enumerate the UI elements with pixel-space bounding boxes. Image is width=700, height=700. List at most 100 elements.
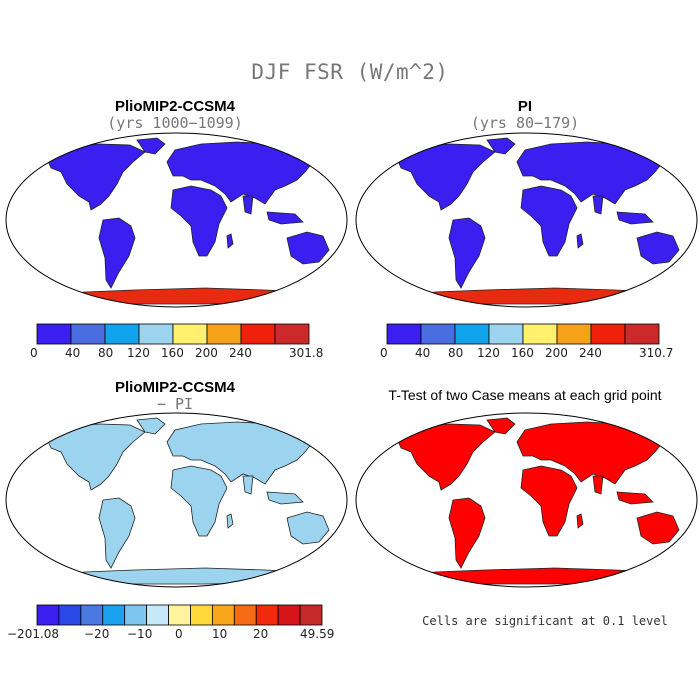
colorbar-swatch bbox=[70, 323, 106, 345]
continent-madagascar bbox=[226, 513, 234, 529]
continent-africa bbox=[170, 465, 228, 537]
map-land-group bbox=[43, 137, 340, 305]
colorbar-difference bbox=[36, 604, 323, 626]
colorbar-swatch bbox=[556, 323, 592, 345]
continent-india-asia-south bbox=[242, 475, 254, 495]
colorbar-swatch bbox=[138, 323, 174, 345]
colorbar-swatch bbox=[240, 323, 276, 345]
colorbar-pliomip2 bbox=[36, 323, 310, 345]
colorbar-swatch bbox=[206, 323, 242, 345]
map-border bbox=[355, 132, 698, 308]
continent-india-asia-south bbox=[592, 475, 604, 495]
panel-subtitle-pliomip2: (yrs 1000−1099) bbox=[107, 114, 243, 132]
colorbar-swatch bbox=[624, 323, 660, 345]
continent-australia bbox=[286, 511, 330, 545]
colorbar-label: 0 bbox=[30, 346, 38, 360]
map-land-group bbox=[43, 417, 340, 585]
colorbar-swatch bbox=[522, 323, 558, 345]
colorbar-swatch bbox=[274, 323, 310, 345]
colorbar-swatch bbox=[80, 604, 104, 626]
continent-indonesia bbox=[266, 491, 304, 505]
continent-north-america bbox=[394, 423, 496, 491]
continent-south-america bbox=[448, 497, 486, 569]
colorbar-label: −20 bbox=[84, 627, 110, 641]
colorbar-label: 240 bbox=[229, 346, 252, 360]
colorbar-label: 160 bbox=[161, 346, 184, 360]
map-pliomip2 bbox=[5, 132, 348, 308]
continent-south-america bbox=[448, 217, 486, 289]
colorbar-label: 200 bbox=[545, 346, 568, 360]
colorbar-label: 80 bbox=[98, 346, 114, 360]
continent-madagascar bbox=[576, 233, 584, 249]
colorbar-pi bbox=[386, 323, 660, 345]
continent-india-asia-south bbox=[592, 195, 604, 215]
continent-greenland bbox=[136, 417, 166, 435]
continent-africa bbox=[520, 185, 578, 257]
colorbar-swatch bbox=[233, 604, 257, 626]
panel-subtitle-pi: (yrs 80−179) bbox=[470, 114, 580, 132]
colorbar-label: 120 bbox=[127, 346, 150, 360]
panel-title-pliomip2: PlioMIP2-CCSM4 bbox=[114, 98, 235, 115]
colorbar-swatch bbox=[58, 604, 82, 626]
continent-south-america bbox=[98, 217, 136, 289]
colorbar-swatch bbox=[454, 323, 490, 345]
colorbar-label: 10 bbox=[212, 627, 228, 641]
colorbar-label: 240 bbox=[579, 346, 602, 360]
colorbar-label: 0 bbox=[175, 627, 183, 641]
colorbar-swatch bbox=[386, 323, 422, 345]
colorbar-swatch bbox=[102, 604, 126, 626]
colorbar-swatch bbox=[255, 604, 279, 626]
colorbar-swatch bbox=[146, 604, 169, 626]
colorbar-swatch bbox=[104, 323, 140, 345]
continent-africa bbox=[520, 465, 578, 537]
colorbar-swatch bbox=[190, 604, 213, 626]
colorbar-label: 160 bbox=[511, 346, 534, 360]
panel-subtitle-difference: − PI bbox=[156, 395, 194, 413]
continent-australia bbox=[286, 231, 330, 265]
map-difference bbox=[5, 412, 348, 588]
continent-new-zealand bbox=[682, 261, 690, 275]
colorbar-label: 40 bbox=[415, 346, 431, 360]
colorbar-swatch bbox=[124, 604, 148, 626]
continent-antarctica bbox=[393, 567, 675, 585]
colorbar-swatch bbox=[36, 604, 60, 626]
map-border bbox=[5, 412, 348, 588]
continent-indonesia bbox=[266, 211, 304, 225]
panel-title-difference: PlioMIP2-CCSM4 bbox=[114, 379, 235, 396]
continent-new-zealand bbox=[332, 261, 340, 275]
continent-south-america bbox=[98, 497, 136, 569]
continent-greenland bbox=[486, 417, 516, 435]
continent-australia bbox=[636, 231, 680, 265]
continent-indonesia bbox=[616, 211, 654, 225]
panel-title-pi: PI bbox=[517, 98, 533, 115]
map-land-group bbox=[393, 417, 690, 585]
colorbar-label: −10 bbox=[127, 627, 153, 641]
map-pi bbox=[355, 132, 698, 308]
continent-new-zealand bbox=[332, 541, 340, 555]
continent-antarctica bbox=[43, 567, 325, 585]
continent-greenland bbox=[486, 137, 516, 155]
colorbar-label: 200 bbox=[195, 346, 218, 360]
colorbar-label: 0 bbox=[380, 346, 388, 360]
continent-north-america bbox=[44, 143, 146, 211]
colorbar-label: 20 bbox=[253, 627, 269, 641]
colorbar-label: 301.8 bbox=[289, 346, 324, 360]
map-land-group bbox=[393, 137, 690, 305]
continent-madagascar bbox=[226, 233, 234, 249]
map-border bbox=[355, 412, 698, 588]
map-ttest bbox=[355, 412, 698, 588]
significance-note: Cells are significant at 0.1 level bbox=[422, 614, 668, 628]
continent-india-asia-south bbox=[242, 195, 254, 215]
panel-title-ttest: T-Test of two Case means at each grid po… bbox=[388, 387, 662, 403]
continent-greenland bbox=[136, 137, 166, 155]
colorbar-label: 120 bbox=[477, 346, 500, 360]
continent-africa bbox=[170, 185, 228, 257]
continent-north-america bbox=[44, 423, 146, 491]
continent-indonesia bbox=[616, 491, 654, 505]
colorbar-label: 49.59 bbox=[300, 627, 335, 641]
colorbar-swatch bbox=[488, 323, 524, 345]
colorbar-label: −201.08 bbox=[7, 627, 60, 641]
colorbar-swatch bbox=[168, 604, 191, 626]
colorbar-swatch bbox=[172, 323, 208, 345]
colorbar-label: 80 bbox=[448, 346, 464, 360]
